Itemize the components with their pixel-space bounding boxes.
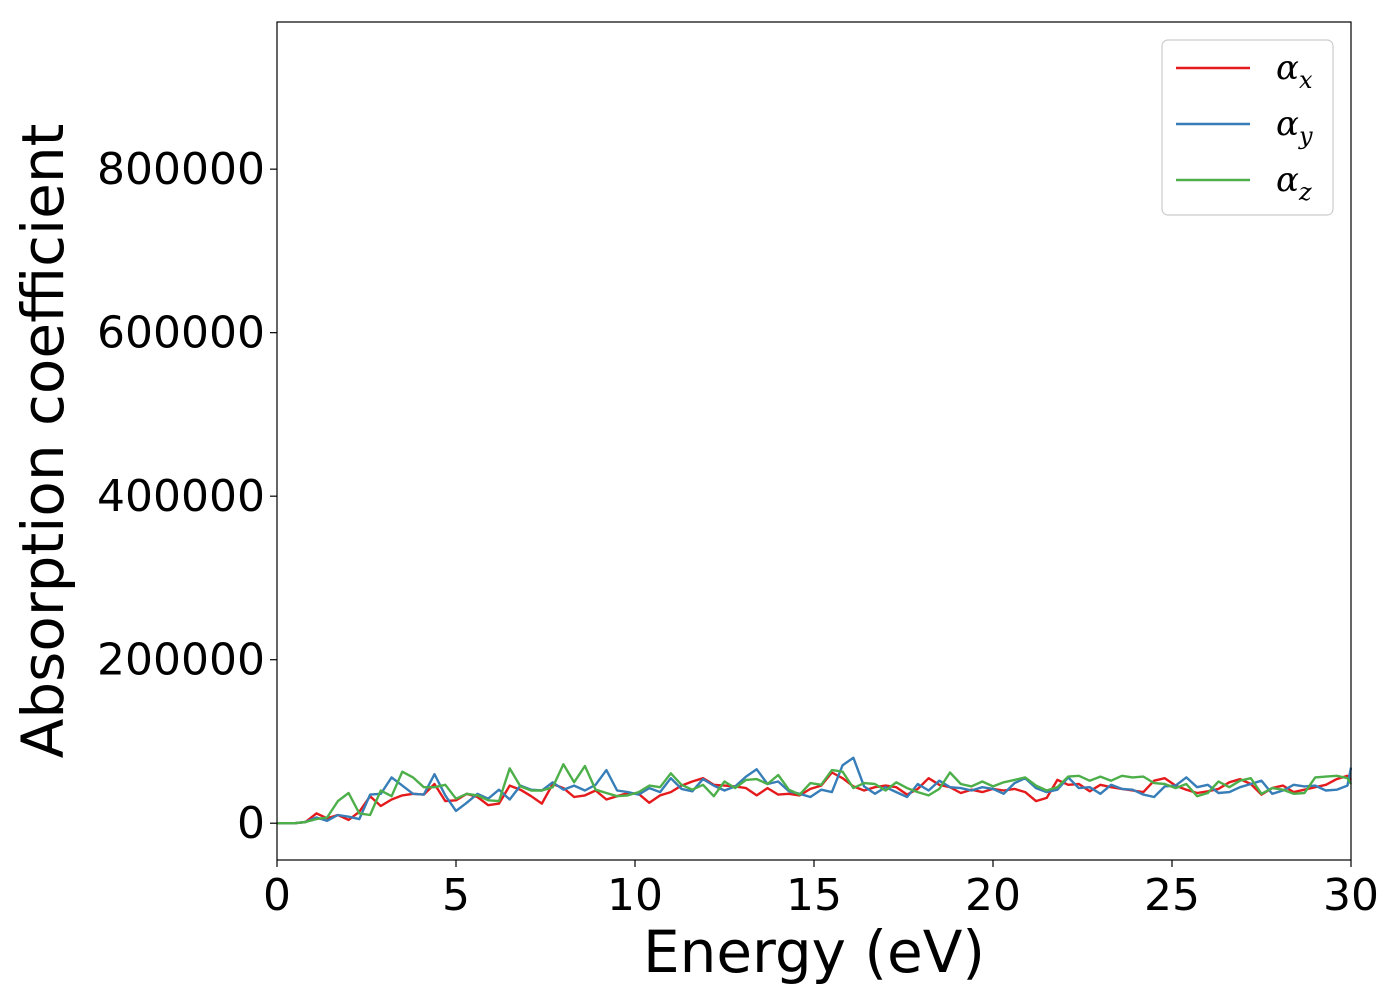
series-line-z — [277, 763, 1353, 825]
x-tick-label: 20 — [965, 870, 1021, 921]
y-tick-label: 600000 — [97, 308, 265, 359]
y-tick-label: 400000 — [97, 471, 265, 522]
legend: αx αy αz — [1161, 39, 1334, 216]
y-axis-title: Absorption coefficient — [9, 124, 77, 759]
legend-box — [1161, 39, 1334, 216]
x-axis-title: Energy (eV) — [643, 918, 985, 986]
x-tick-label: 30 — [1323, 870, 1379, 921]
legend-label-y: αy — [1276, 104, 1313, 150]
y-axis: 0 200000 400000 600000 800000 — [97, 144, 277, 849]
legend-label-z: αz — [1276, 160, 1312, 206]
plot-area — [277, 756, 1353, 825]
x-tick-label: 0 — [263, 870, 291, 921]
x-tick-label: 25 — [1144, 870, 1200, 921]
x-axis: 0 5 10 15 20 25 30 — [263, 860, 1379, 921]
y-tick-label: 800000 — [97, 144, 265, 195]
y-tick-label: 0 — [237, 798, 265, 849]
series-line-y — [277, 756, 1353, 825]
y-tick-label: 200000 — [97, 635, 265, 686]
legend-label-x: αx — [1276, 48, 1313, 94]
x-tick-label: 10 — [607, 870, 663, 921]
x-tick-label: 5 — [442, 870, 470, 921]
x-tick-label: 15 — [786, 870, 842, 921]
